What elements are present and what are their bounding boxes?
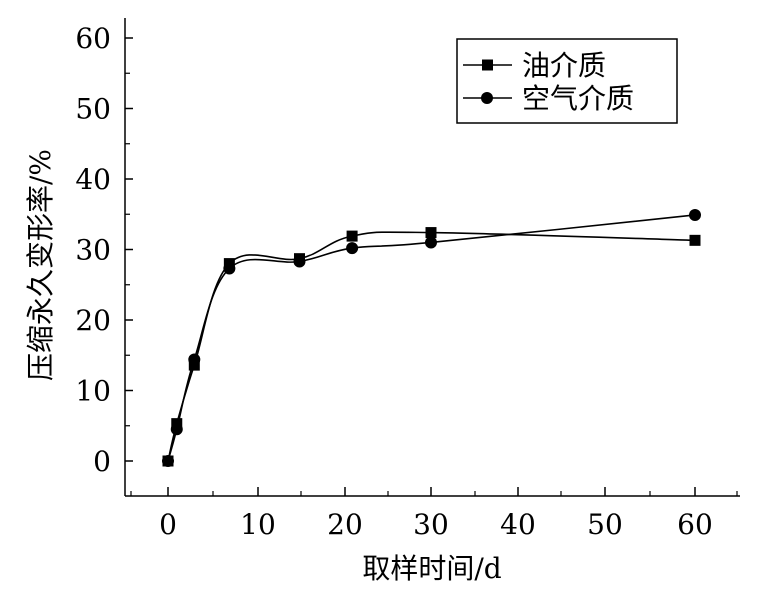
axes bbox=[124, 18, 740, 497]
data-point-circle bbox=[293, 255, 306, 268]
y-tick-label: 30 bbox=[75, 234, 111, 267]
x-tick-label: 30 bbox=[413, 508, 449, 541]
x-tick-label: 10 bbox=[240, 508, 276, 541]
data-point-circle bbox=[223, 262, 236, 275]
legend-label: 油介质 bbox=[522, 49, 606, 82]
x-tick-label: 50 bbox=[587, 508, 623, 541]
data-point-square bbox=[689, 234, 701, 246]
y-ticks: 0 10 20 30 40 50 60 bbox=[75, 22, 133, 478]
data-point-square bbox=[346, 230, 358, 242]
x-tick-label: 40 bbox=[500, 508, 536, 541]
x-tick-label: 20 bbox=[327, 508, 363, 541]
series-line-1 bbox=[167, 231, 696, 462]
data-point-circle bbox=[425, 236, 437, 249]
data-point-circle bbox=[346, 242, 359, 255]
data-point-circle bbox=[188, 353, 201, 366]
series-line-2 bbox=[167, 214, 696, 462]
legend-marker-circle bbox=[481, 92, 493, 104]
y-tick-label: 50 bbox=[75, 93, 111, 126]
x-tick-label: 60 bbox=[677, 508, 713, 541]
legend-box bbox=[456, 38, 678, 124]
legend-marker-square bbox=[482, 59, 493, 71]
data-point-circle bbox=[162, 455, 174, 467]
x-axis-label: 取样时间/d bbox=[362, 552, 501, 585]
markers bbox=[162, 208, 701, 467]
y-tick-label: 10 bbox=[75, 375, 111, 408]
data-point-circle bbox=[170, 423, 183, 436]
y-tick-label: 0 bbox=[93, 445, 111, 478]
x-tick-label: 0 bbox=[159, 508, 177, 541]
y-axis-label: 压缩永久变形率/% bbox=[24, 149, 57, 381]
curves bbox=[167, 214, 696, 462]
data-point-circle bbox=[689, 208, 701, 221]
legend-label: 空气介质 bbox=[522, 82, 634, 115]
y-tick-label: 20 bbox=[75, 304, 111, 337]
x-ticks: 0 10 20 30 40 50 60 bbox=[130, 487, 738, 541]
y-tick-label: 40 bbox=[75, 163, 111, 196]
data-point-square bbox=[425, 227, 437, 239]
y-tick-label: 60 bbox=[75, 22, 111, 55]
